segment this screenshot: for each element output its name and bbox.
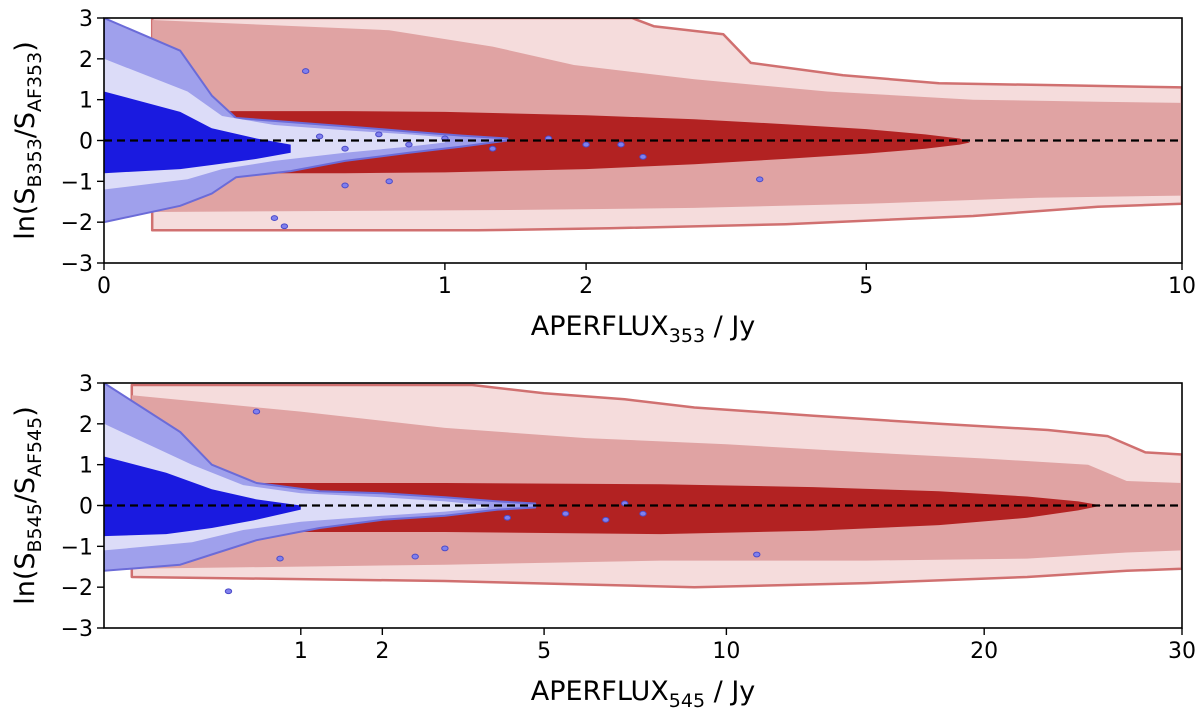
x-axis-label: APERFLUX353 / Jy	[531, 311, 756, 347]
panel-aperflux-545: −3 −2 −1 0 1 2 3 1 2 5 10 20 30 APERFLUX545 / Jy ln(SB…	[10, 372, 1196, 712]
y-tick-label: 0	[79, 495, 93, 520]
y-tick-label: −3	[61, 617, 93, 642]
y-tick-label: −3	[61, 252, 93, 277]
scatter-point	[639, 510, 647, 517]
scatter-point	[561, 510, 570, 517]
y-tick-label: 2	[79, 48, 93, 73]
x-tick-label: 2	[579, 274, 593, 299]
y-tick-label: −2	[61, 211, 93, 236]
y-tick-label: 1	[79, 89, 93, 114]
x-axis-label: APERFLUX545 / Jy	[531, 676, 756, 712]
scatter-point	[385, 178, 393, 185]
scatter-point	[341, 145, 349, 152]
scatter-point	[405, 141, 413, 148]
blue-contour-inner	[104, 456, 301, 537]
y-tick-label: −1	[61, 170, 93, 195]
scatter-point	[756, 176, 764, 183]
x-tick-label: 30	[1168, 639, 1196, 664]
scatter-point	[375, 131, 383, 138]
scatter-point	[753, 551, 761, 558]
scatter-point	[488, 145, 497, 152]
panel-aperflux-353: −3 −2 −1 0 1 2 3 0 1 2 5 10 APERFLUX353 / Jy ln(SB353…	[10, 7, 1196, 347]
scatter-point	[224, 588, 233, 595]
scatter-point	[617, 141, 625, 148]
x-tick-label: 10	[712, 639, 740, 664]
x-tick-label: 5	[537, 639, 551, 664]
scatter-point	[503, 514, 512, 521]
scatter-point	[411, 553, 419, 560]
y-tick-label: 2	[79, 413, 93, 438]
y-axis-label: ln(SB545/SAF545)	[10, 406, 46, 605]
x-tick-label: 1	[438, 274, 452, 299]
y-tick-label: 1	[79, 454, 93, 479]
y-tick-label: 3	[79, 372, 93, 397]
x-tick-label: 1	[294, 639, 308, 664]
y-tick-label: −1	[61, 535, 93, 560]
x-tick-label: 5	[859, 274, 873, 299]
scatter-point	[602, 516, 610, 523]
scatter-point	[441, 545, 449, 552]
x-tick-label: 0	[97, 274, 111, 299]
scatter-point	[301, 68, 310, 74]
x-tick-label: 10	[1168, 274, 1196, 299]
scatter-point	[315, 133, 324, 140]
scatter-point	[270, 215, 279, 221]
y-tick-label: 3	[79, 7, 93, 32]
y-tick-label: 0	[79, 130, 93, 155]
plot-area	[104, 18, 1182, 232]
x-tick-label: 20	[970, 639, 998, 664]
y-tick-label: −2	[61, 576, 93, 601]
blue-contour-inner	[104, 91, 291, 174]
plot-area	[104, 383, 1182, 595]
scatter-point	[341, 182, 349, 189]
scatter-point	[639, 153, 647, 160]
x-tick-label: 2	[375, 639, 389, 664]
y-axis-label: ln(SB353/SAF353)	[10, 41, 46, 240]
scatter-point	[280, 223, 289, 230]
scatter-point	[582, 141, 590, 148]
scatter-point	[276, 555, 284, 562]
scatter-point	[252, 408, 261, 415]
